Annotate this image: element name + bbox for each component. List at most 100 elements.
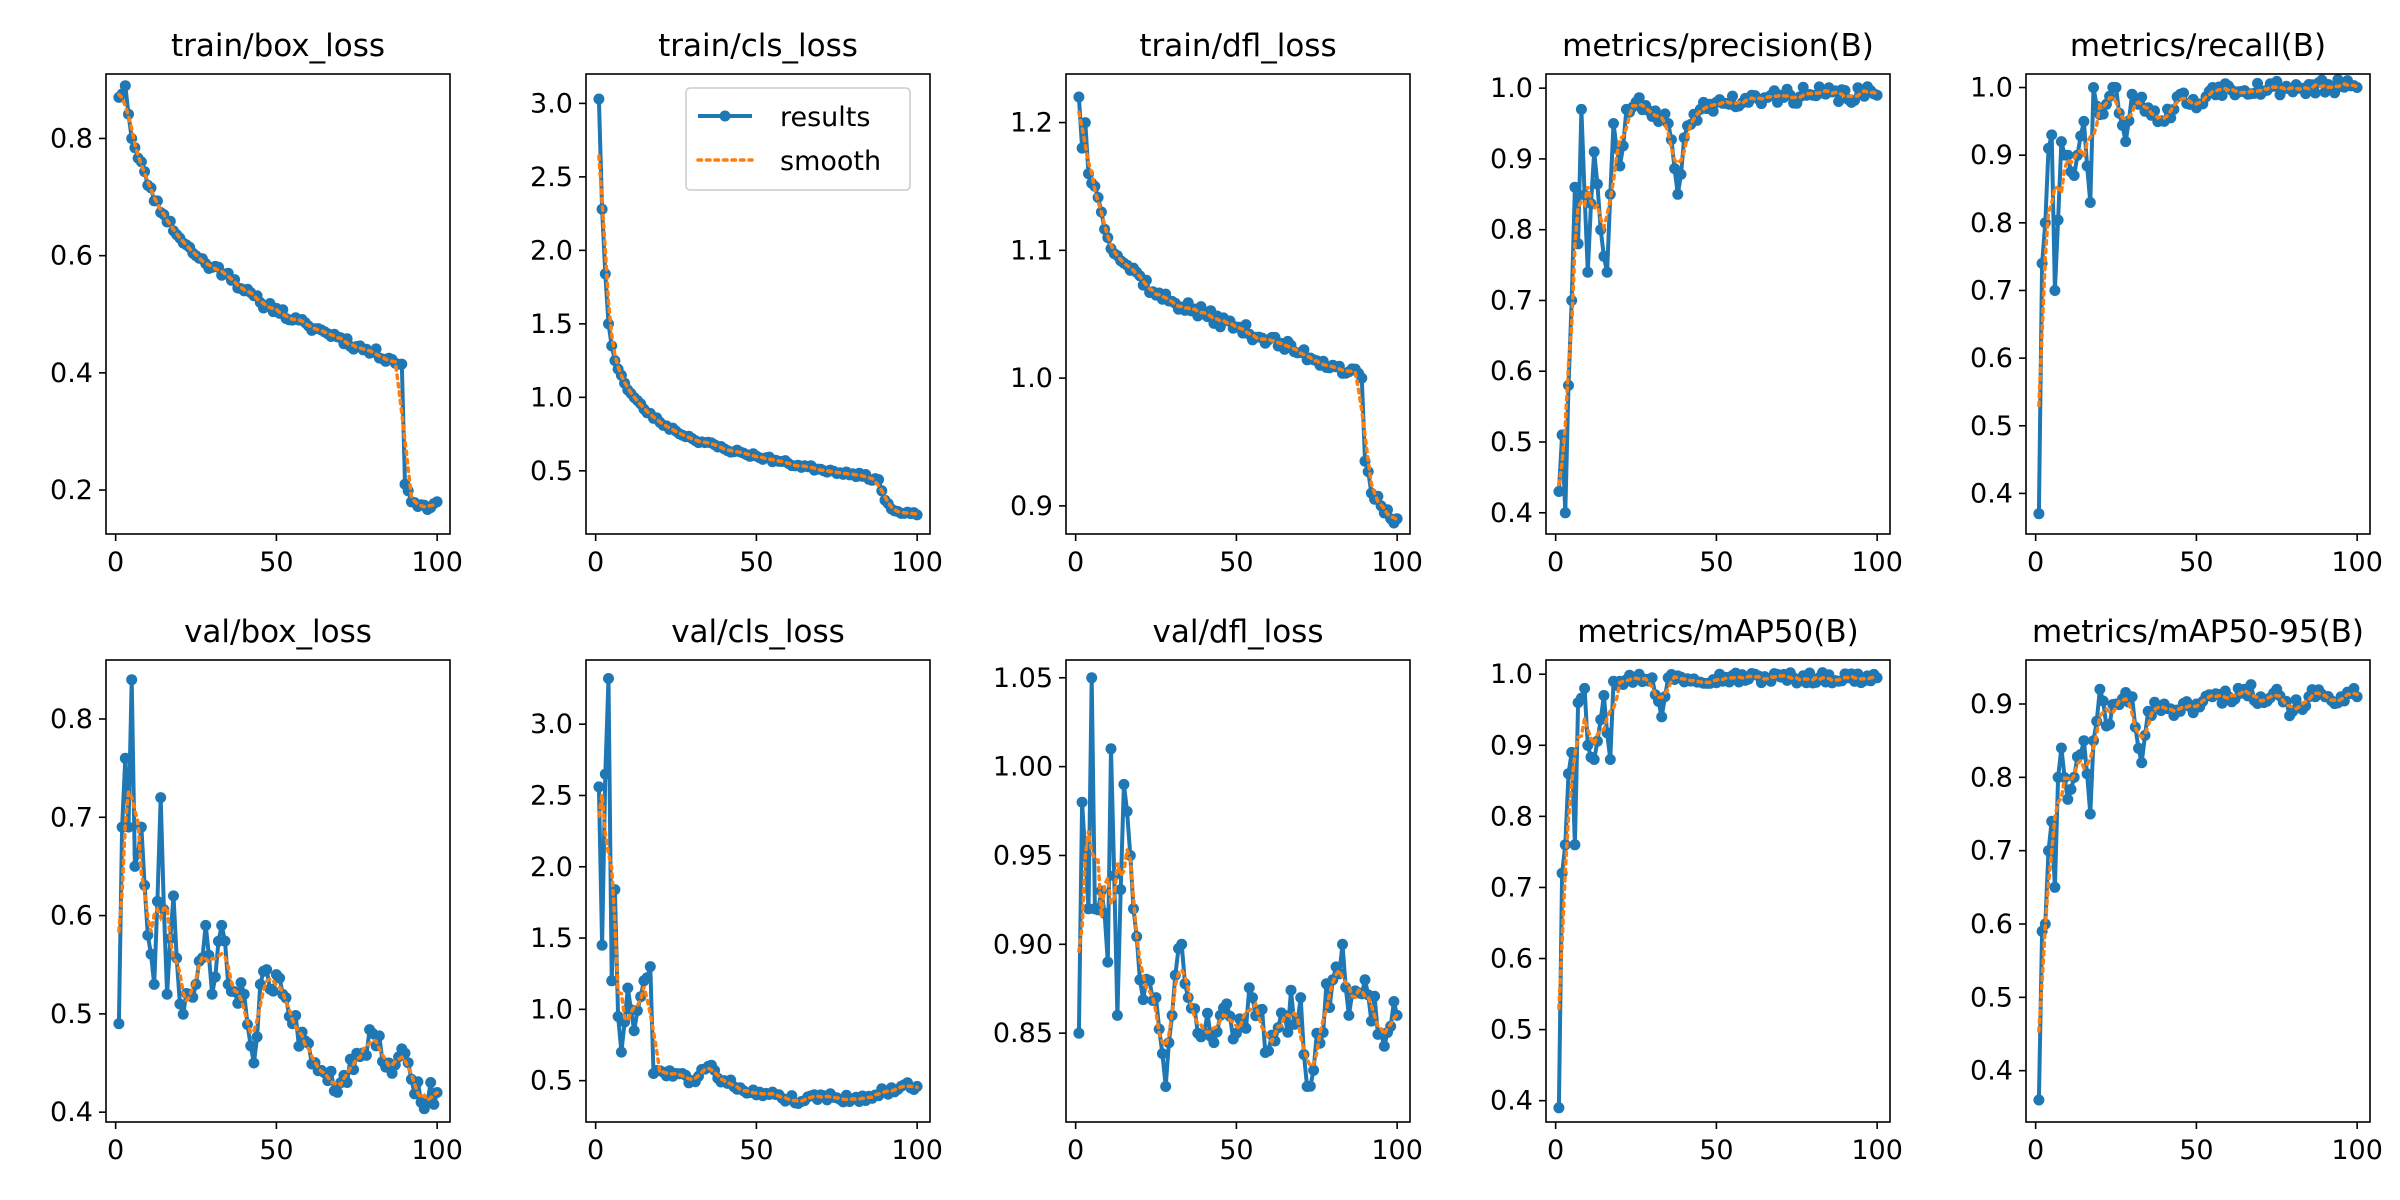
y-tick-label: 0.85 [993,1018,1053,1049]
results-point [1160,1081,1172,1092]
y-tick-label: 0.95 [993,840,1053,871]
legend-results-label: results [780,102,870,133]
results-point [1588,754,1600,765]
y-tick-label: 1.1 [1010,235,1053,266]
y-tick-label: 0.5 [50,999,93,1030]
results-point [2081,160,2093,172]
results-point [1569,181,1581,193]
x-tick-label: 100 [1851,1135,1903,1166]
legend-smooth-label: smooth [780,146,881,177]
results-point [2081,768,2093,780]
x-tick-label: 100 [411,547,463,578]
y-tick-label: 0.4 [50,1097,93,1128]
results-point [2075,749,2087,760]
y-tick-label: 1.5 [530,923,573,954]
x-tick-label: 100 [2331,1135,2383,1166]
results-point [126,674,138,686]
axes-frame [105,659,451,1123]
y-tick-label: 1.2 [1010,108,1053,139]
y-tick-label: 0.5 [1970,411,2013,442]
panel-title-metrics-recall-b: metrics/recall(B) [2070,28,2326,64]
results-line [2036,682,2359,1101]
results-point [1221,998,1233,1010]
y-tick-label: 2.5 [530,162,573,193]
results-point [1598,250,1610,262]
results-point [2062,149,2074,161]
results-line [116,677,440,1111]
results-point [1601,266,1613,278]
results-point [145,948,157,960]
results-point [219,935,231,947]
panel-title-train-cls-loss: train/cls_loss [658,28,858,64]
y-tick-label: 0.9 [1010,491,1053,522]
results-point [200,919,212,931]
results-point [2065,783,2077,795]
results-point [1115,884,1127,896]
results-point [113,1018,125,1030]
y-tick-label: 1.5 [530,309,573,340]
results-point [209,971,221,983]
axes-frame [585,659,931,1123]
y-tick-label: 3.0 [530,709,573,740]
panel-val-cls-loss: val/cls_loss 0 50 100 0.5 1.0 1.5 2.0 2.5 3.0 [530,614,943,1166]
smooth-line [2037,82,2359,408]
results-point [2126,88,2138,100]
x-tick-label: 100 [1371,547,1423,578]
results-point [2300,88,2312,100]
axes-frame [1065,73,1411,535]
x-tick-label: 100 [1851,547,1903,578]
panel-metrics-map50-b: metrics/mAP50(B) 0 50 100 0.4 0.5 0.6 0.7 0.8 0.9… [1490,614,1903,1166]
x-tick-label: 50 [739,547,773,578]
axes-frame [1545,659,1891,1123]
y-tick-label: 0.5 [1970,982,2013,1013]
results-point [1672,188,1684,200]
axes-frame [1545,73,1891,535]
x-tick-label: 50 [1699,1135,1733,1166]
results-point [1553,486,1565,497]
results-point [431,496,443,508]
results-point [615,1046,627,1058]
results-point [1105,743,1117,755]
results-point [1804,667,1816,679]
results-point [2252,77,2263,89]
x-tick-label: 0 [587,1135,604,1166]
results-point [599,768,611,780]
y-tick-label: 0.6 [50,901,93,932]
results-point [119,80,131,92]
y-tick-label: 0.8 [50,123,93,154]
results-point [1608,118,1619,129]
results-point [2097,108,2109,120]
results-point [2039,918,2051,930]
results-point [593,781,605,793]
axes-frame [1065,659,1411,1123]
results-point [142,929,154,941]
y-tick-label: 0.4 [50,358,93,389]
results-point [1388,996,1400,1007]
results-point [1240,319,1252,331]
results-point [2120,136,2132,148]
x-tick-label: 0 [2027,1135,2044,1166]
results-point [164,215,176,227]
y-tick-label: 0.6 [1490,356,1533,387]
panel-metrics-recall-b: metrics/recall(B) 0 50 100 0.4 0.5 0.6 0.7 0.8 0.… [1970,28,2383,578]
results-point [2075,130,2087,142]
plot-area-train-cls-loss [593,93,923,521]
results-point [428,1098,440,1110]
axes-frame [105,73,451,535]
y-tick-label: 0.8 [50,704,93,735]
x-tick-label: 100 [2331,547,2383,578]
results-point [628,1025,640,1037]
smooth-line [117,786,439,1103]
results-point [2110,82,2122,93]
results-point [1633,92,1645,104]
results-point [161,988,173,1000]
results-point [2271,75,2283,87]
smooth-line [117,92,439,509]
results-point [1359,974,1371,986]
panel-title-train-box-loss: train/box_loss [171,28,385,64]
results-point [332,1086,343,1098]
results-point [1076,796,1088,808]
legend-results-marker [719,110,731,122]
results-point [2078,115,2090,127]
results-point [261,964,273,976]
